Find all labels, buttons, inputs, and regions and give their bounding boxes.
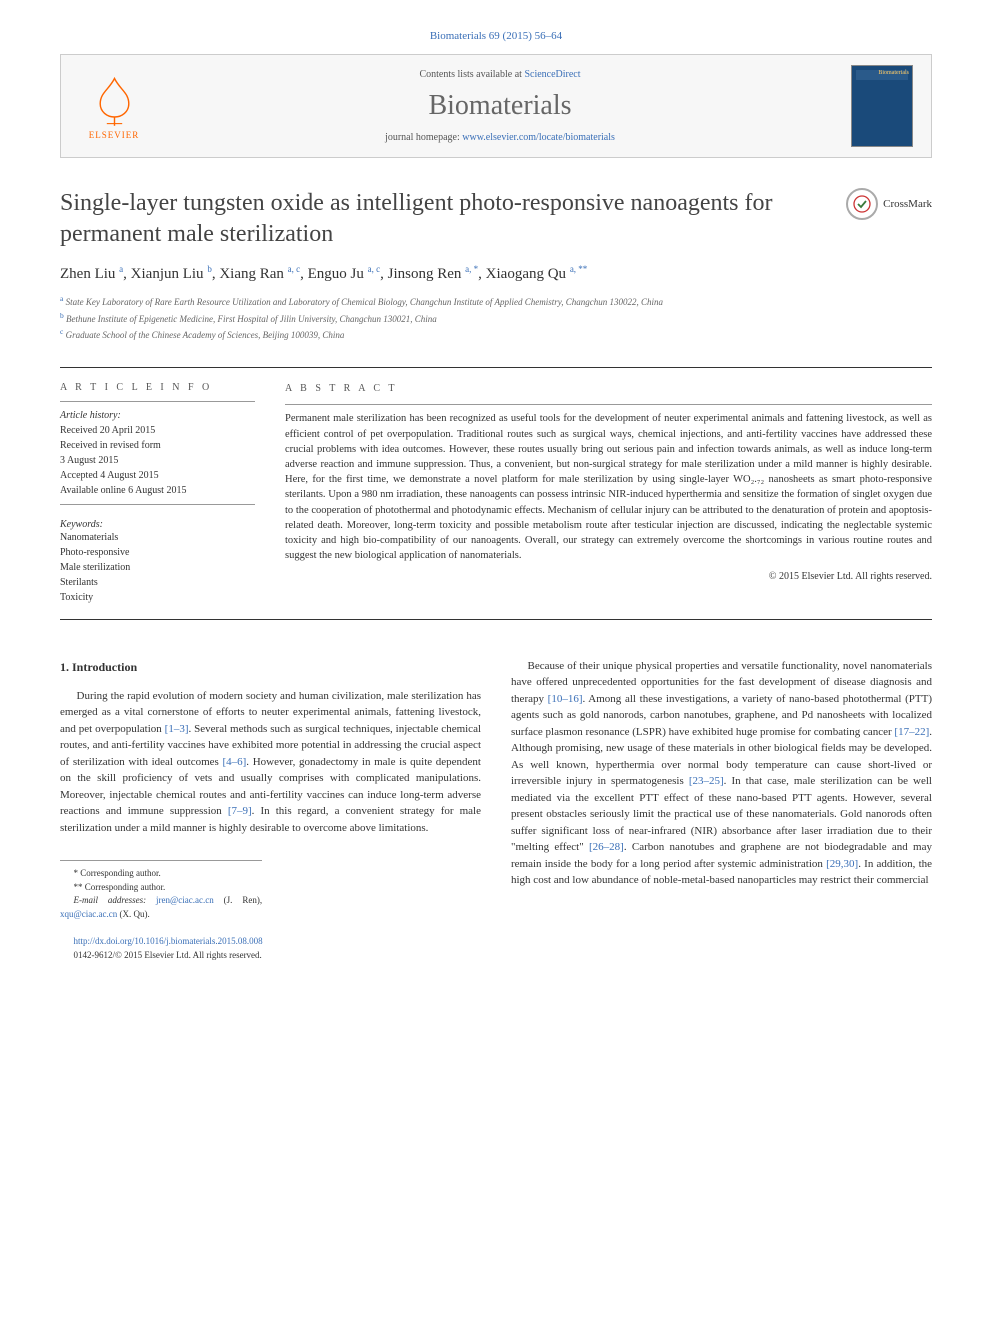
affiliation-a: State Key Laboratory of Rare Earth Resou… <box>66 297 663 307</box>
citation-link[interactable]: [1–3] <box>165 723 189 735</box>
affiliations: a State Key Laboratory of Rare Earth Res… <box>60 293 932 343</box>
crossmark-label: CrossMark <box>883 198 932 210</box>
rule-thin <box>285 404 932 405</box>
body-paragraph: Because of their unique physical propert… <box>511 658 932 889</box>
abstract-text: Permanent male sterilization has been re… <box>285 411 932 563</box>
history-received: Received 20 April 2015 <box>60 423 255 438</box>
homepage-line: journal homepage: www.elsevier.com/locat… <box>149 132 851 143</box>
header-citation: Biomaterials 69 (2015) 56–64 <box>60 30 932 42</box>
citation-link[interactable]: [7–9] <box>228 805 252 817</box>
corresponding-note-1: * Corresponding author. <box>60 867 262 881</box>
history-online: Available online 6 August 2015 <box>60 483 255 498</box>
journal-homepage-link[interactable]: www.elsevier.com/locate/biomaterials <box>462 132 615 143</box>
homepage-prefix: journal homepage: <box>385 132 462 143</box>
copyright-line: © 2015 Elsevier Ltd. All rights reserved… <box>285 570 932 585</box>
intro-heading: 1. Introduction <box>60 658 481 676</box>
email-label: E-mail addresses: <box>74 895 157 905</box>
article-title: Single-layer tungsten oxide as intellige… <box>60 188 846 250</box>
article-info-block: A R T I C L E I N F O Article history: R… <box>60 382 255 605</box>
history-label: Article history: <box>60 408 255 423</box>
citation-link[interactable]: [29,30] <box>826 858 858 870</box>
issn-line: 0142-9612/© 2015 Elsevier Ltd. All right… <box>60 949 481 963</box>
affiliation-c: Graduate School of the Chinese Academy o… <box>66 330 345 340</box>
column-left: 1. Introduction During the rapid evoluti… <box>60 658 481 963</box>
rule-thin <box>60 401 255 402</box>
email-link-1[interactable]: jren@ciac.ac.cn <box>156 895 214 905</box>
keywords-list: Nanomaterials Photo-responsive Male ster… <box>60 530 255 605</box>
citation-link[interactable]: [23–25] <box>689 775 724 787</box>
email-name-1: (J. Ren), <box>214 895 262 905</box>
sciencedirect-link[interactable]: ScienceDirect <box>524 69 580 80</box>
email-link-2[interactable]: xqu@ciac.ac.cn <box>60 909 117 919</box>
corresponding-note-2: ** Corresponding author. <box>60 881 262 895</box>
keyword-item: Photo-responsive <box>60 545 255 560</box>
elsevier-label: ELSEVIER <box>89 130 140 140</box>
crossmark-icon <box>846 188 878 220</box>
history-revised: Received in revised form <box>60 438 255 453</box>
footer-meta: http://dx.doi.org/10.1016/j.biomaterials… <box>60 935 481 962</box>
keywords-label: Keywords: <box>60 519 255 530</box>
body-columns: 1. Introduction During the rapid evoluti… <box>60 658 932 963</box>
affiliation-b: Bethune Institute of Epigenetic Medicine… <box>66 314 437 324</box>
footnotes-block: * Corresponding author. ** Corresponding… <box>60 860 262 921</box>
abstract-block: A B S T R A C T Permanent male steriliza… <box>285 382 932 605</box>
article-info-header: A R T I C L E I N F O <box>60 382 255 393</box>
cover-label: Biomaterials <box>878 70 909 76</box>
citation-link[interactable]: [17–22] <box>894 726 929 738</box>
citation-link[interactable]: [4–6] <box>222 756 246 768</box>
citation-link[interactable]: [10–16] <box>548 693 583 705</box>
journal-banner: ELSEVIER Contents lists available at Sci… <box>60 54 932 158</box>
email-line: E-mail addresses: jren@ciac.ac.cn (J. Re… <box>60 894 262 921</box>
history-accepted: Accepted 4 August 2015 <box>60 468 255 483</box>
journal-name: Biomaterials <box>149 90 851 122</box>
rule-top <box>60 367 932 368</box>
crossmark-badge[interactable]: CrossMark <box>846 188 932 220</box>
elsevier-logo: ELSEVIER <box>79 66 149 146</box>
keyword-item: Sterilants <box>60 575 255 590</box>
keyword-item: Toxicity <box>60 590 255 605</box>
journal-cover-thumbnail: Biomaterials <box>851 65 913 147</box>
history-revised-date: 3 August 2015 <box>60 453 255 468</box>
doi-link[interactable]: http://dx.doi.org/10.1016/j.biomaterials… <box>74 936 263 946</box>
abstract-header: A B S T R A C T <box>285 382 932 397</box>
rule-thin <box>60 504 255 505</box>
elsevier-tree-icon <box>87 73 142 128</box>
intro-paragraph: During the rapid evolution of modern soc… <box>60 688 481 837</box>
contents-prefix: Contents lists available at <box>419 69 524 80</box>
citation-link[interactable]: [26–28] <box>589 841 624 853</box>
keyword-item: Male sterilization <box>60 560 255 575</box>
column-right: Because of their unique physical propert… <box>511 658 932 963</box>
keyword-item: Nanomaterials <box>60 530 255 545</box>
authors-line: Zhen Liu a, Xianjun Liu b, Xiang Ran a, … <box>60 264 932 283</box>
rule-bottom <box>60 619 932 620</box>
email-name-2: (X. Qu). <box>117 909 150 919</box>
contents-line: Contents lists available at ScienceDirec… <box>149 69 851 80</box>
